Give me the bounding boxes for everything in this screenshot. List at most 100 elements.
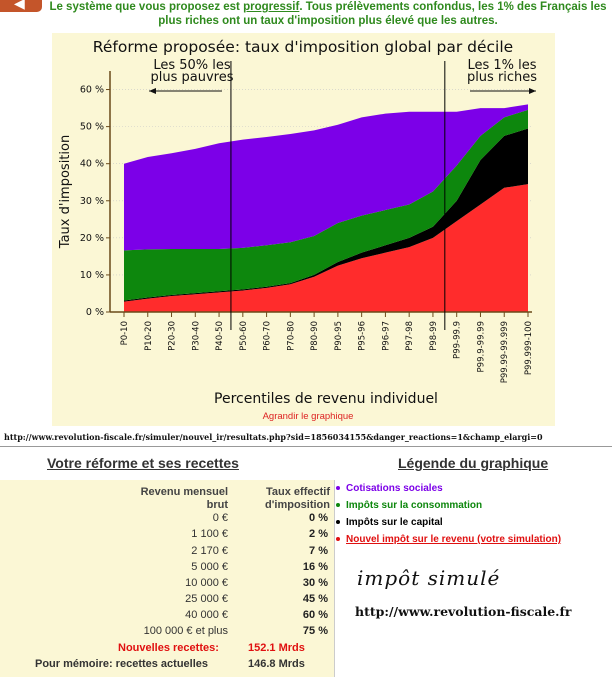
y-tick-label: 10 % [80, 270, 104, 281]
table-row: 10 000 € 30 % [0, 577, 334, 593]
legend-item: Nouvel impôt sur le revenu (votre simula… [336, 534, 561, 545]
current-revenue-value: 146.8 Mrds [248, 658, 305, 670]
table-row: 40 000 € 60 % [0, 609, 334, 625]
legend-item: Impôts sur le capital [336, 517, 443, 528]
x-tick-label: P0-10 [120, 321, 130, 345]
x-tick-label: P20-30 [168, 321, 178, 351]
rate-cell: 16 % [302, 561, 328, 573]
chart-title: Réforme proposée: taux d'imposition glob… [93, 38, 513, 56]
new-revenue-label: Nouvelles recettes: [118, 642, 219, 654]
col-income-header-line1: Revenu mensuel [140, 486, 228, 498]
income-cell: 2 170 € [191, 545, 228, 557]
col-income-header: Revenu mensuel brut [118, 486, 228, 512]
back-button[interactable]: ◀ [0, 0, 42, 12]
site-url: http://www.revolution-fiscale.fr [355, 604, 572, 619]
x-tick-label: P99.9-99.99 [476, 321, 486, 372]
bullet-icon [336, 486, 340, 491]
legend-label: Impôts sur la consommation [346, 500, 483, 511]
divider [0, 446, 612, 447]
rate-cell: 30 % [302, 577, 328, 589]
chart-svg: Réforme proposée: taux d'imposition glob… [58, 38, 537, 407]
table-row: 1 100 € 2 % [0, 528, 334, 544]
y-tick-label: 40 % [80, 159, 104, 170]
y-tick-label: 30 % [80, 196, 104, 207]
income-cell: 1 100 € [191, 528, 228, 540]
col-rate-header-line1: Taux effectif [266, 486, 330, 498]
intro-after: . Tous prélèvements confondus, les 1% de… [158, 1, 607, 27]
annotation-richest-line: Les 1% les [467, 58, 536, 73]
chart-panel: Réforme proposée: taux d'imposition glob… [52, 33, 555, 426]
income-cell: 100 000 € et plus [143, 625, 228, 637]
arrow-left-icon [149, 88, 156, 94]
rate-cell: 75 % [302, 625, 328, 637]
x-tick-label: P99.999-100 [524, 321, 534, 375]
annotation-richest-line: plus riches [467, 70, 537, 85]
arrow-left-icon: ◀ [14, 0, 25, 12]
series-area [124, 184, 528, 312]
x-tick-label: P40-50 [215, 321, 225, 351]
series-area [124, 109, 528, 301]
bullet-icon [336, 537, 340, 542]
intro-text: Le système que vous proposez est progres… [48, 0, 608, 28]
legend-label: Nouvel impôt sur le revenu (votre simula… [346, 534, 562, 545]
intro-emph: progressif [243, 1, 300, 13]
col-income-header-line2: brut [206, 499, 228, 511]
reform-table [0, 480, 335, 677]
results-url: http://www.revolution-fiscale.fr/simuler… [4, 432, 543, 442]
rate-cell: 7 % [309, 545, 328, 557]
legend-item: Impôts sur la consommation [336, 500, 482, 511]
table-row: 2 170 € 7 % [0, 545, 334, 561]
rate-cell: 2 % [309, 528, 328, 540]
series-area [124, 128, 528, 302]
bullet-icon [336, 503, 340, 508]
x-tick-label: P96-97 [381, 321, 391, 351]
table-row: 0 € 0 % [0, 512, 334, 528]
legend-label: Cotisations sociales [346, 483, 443, 494]
x-tick-label: P80-90 [310, 321, 320, 351]
legend-title: Légende du graphique [398, 455, 549, 471]
current-revenue-label: Pour mémoire: recettes actuelles [35, 658, 209, 670]
x-tick-label: P97-98 [405, 321, 415, 351]
col-rate-header-line2: d'imposition [265, 499, 330, 511]
income-cell: 25 000 € [185, 593, 228, 605]
x-tick-label: P99-99.9 [453, 321, 463, 359]
legend-label: Impôts sur le capital [346, 517, 443, 528]
annotation-poorest-line: plus pauvres [151, 70, 234, 85]
col-rate-header: Taux effectif d'imposition [236, 486, 330, 512]
y-tick-label: 60 % [80, 85, 104, 96]
new-revenue-value: 152.1 Mrds [248, 642, 305, 654]
x-tick-label: P99.99-99.999 [500, 321, 510, 383]
y-tick-label: 50 % [80, 122, 104, 133]
income-cell: 40 000 € [185, 609, 228, 621]
reform-title: Votre réforme et ses recettes [47, 455, 239, 471]
rate-cell: 0 % [309, 512, 328, 524]
x-tick-label: P90-95 [334, 321, 344, 351]
intro-before: Le système que vous proposez est [49, 1, 244, 13]
y-tick-label: 0 % [86, 307, 104, 318]
y-axis-label: Taux d'imposition [58, 135, 73, 249]
series-area [124, 104, 528, 251]
table-row: 25 000 € 45 % [0, 593, 334, 609]
x-tick-label: P10-20 [144, 321, 154, 351]
table-row: 100 000 € et plus 75 % [0, 625, 334, 641]
bullet-icon [336, 520, 340, 525]
x-axis-label: Percentiles de revenu individuel [214, 391, 438, 407]
stamp-text: impôt simulé [357, 566, 501, 590]
x-tick-label: P95-96 [358, 321, 368, 351]
annotation-poorest-line: Les 50% les [153, 58, 231, 73]
x-tick-label: P60-70 [263, 321, 273, 351]
legend-item: Cotisations sociales [336, 483, 443, 494]
x-tick-label: P30-40 [191, 321, 201, 351]
income-cell: 0 € [212, 512, 228, 524]
x-tick-label: P50-60 [239, 321, 249, 351]
y-tick-label: 20 % [80, 233, 104, 244]
table-row: 5 000 € 16 % [0, 561, 334, 577]
rate-cell: 60 % [302, 609, 328, 621]
x-tick-label: P70-80 [286, 321, 296, 351]
income-cell: 10 000 € [185, 577, 228, 589]
income-cell: 5 000 € [191, 561, 228, 573]
enlarge-chart-link[interactable]: Agrandir le graphique [262, 411, 354, 422]
x-tick-label: P98-99 [429, 321, 439, 351]
arrow-right-icon [529, 88, 536, 94]
rate-cell: 45 % [302, 593, 328, 605]
